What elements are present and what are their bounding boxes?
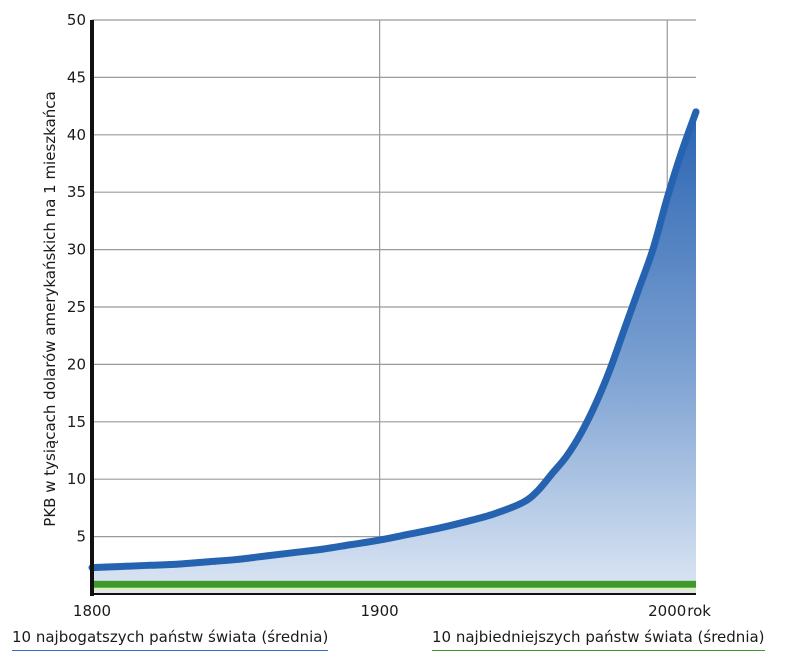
- y-tick-label-30: 30: [67, 241, 86, 259]
- y-tick-label-5: 5: [76, 528, 86, 546]
- legend-rich-countries: 10 najbogatszych państw świata (średnia): [12, 628, 329, 651]
- poor-countries-line-highlight: [92, 587, 696, 591]
- y-tick-label-20: 20: [67, 355, 86, 373]
- y-tick-label-25: 25: [67, 298, 86, 316]
- y-tick-label-40: 40: [67, 126, 86, 144]
- chart: 5 10 15 20 25 30 35 40 45 50 1800 1900 2000 rok PKB …: [41, 11, 711, 620]
- rich-countries-line: [88, 108, 700, 572]
- x-tick-label-1900: 1900: [361, 602, 399, 620]
- y-tick-label-50: 50: [67, 11, 86, 29]
- grid: [92, 19, 696, 594]
- y-tick-label-15: 15: [67, 413, 86, 431]
- x-tick-labels: 1800 1900 2000 rok: [73, 602, 711, 620]
- poor-countries-line: [92, 580, 696, 588]
- y-tick-label-45: 45: [67, 68, 86, 86]
- legend-poor-countries: 10 najbiedniejszych państw świata (średn…: [432, 628, 765, 651]
- x-axis-unit-label: rok: [687, 602, 711, 620]
- x-tick-label-2000: 2000: [648, 602, 686, 620]
- x-tick-label-1800: 1800: [73, 602, 111, 620]
- y-tick-label-10: 10: [67, 470, 86, 488]
- y-tick-label-35: 35: [67, 183, 86, 201]
- poor-countries-line-group: [92, 580, 696, 591]
- rich-countries-area: [92, 111, 696, 594]
- y-tick-labels: 5 10 15 20 25 30 35 40 45 50: [67, 11, 86, 546]
- y-axis-label: PKB w tysiącach dolarów amerykańskich na…: [41, 91, 59, 526]
